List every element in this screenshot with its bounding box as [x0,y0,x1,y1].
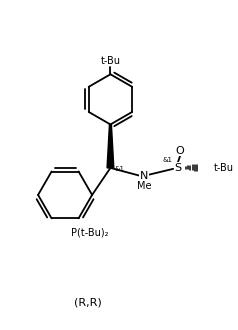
Text: (R,R): (R,R) [74,298,102,308]
Text: &1: &1 [114,166,124,172]
Text: &1: &1 [162,157,172,163]
Text: S: S [174,163,182,173]
Text: N: N [140,171,149,181]
Polygon shape [107,124,114,168]
Text: O: O [176,146,184,155]
Text: P(t-Bu)₂: P(t-Bu)₂ [71,228,109,238]
Text: t-Bu: t-Bu [214,163,234,173]
Text: t-Bu: t-Bu [100,56,120,66]
Text: Me: Me [137,181,151,191]
